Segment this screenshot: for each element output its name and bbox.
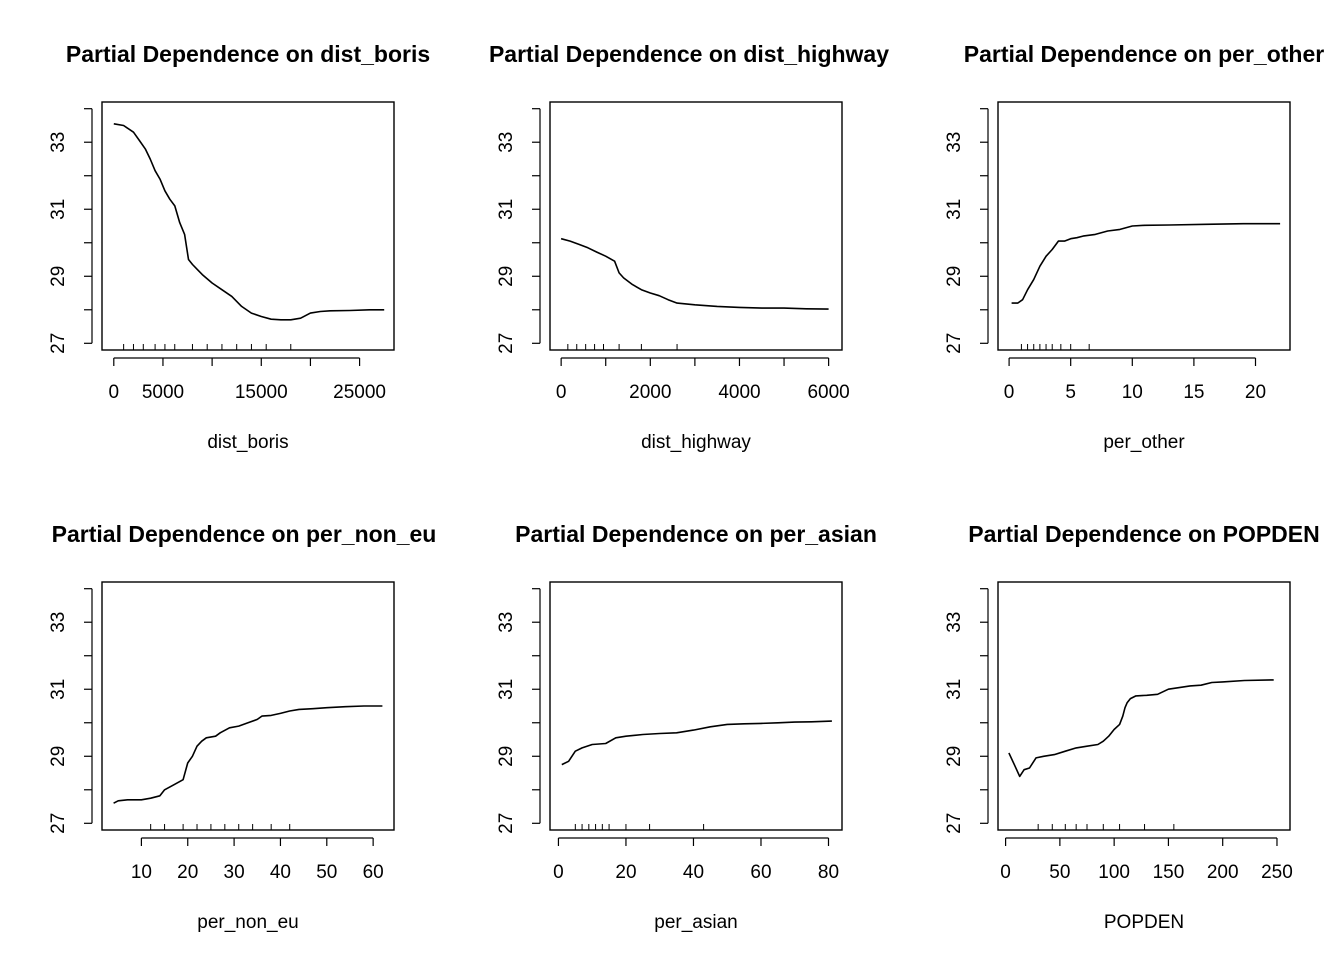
pd-series-line <box>113 123 385 321</box>
y-tick-label: 33 <box>944 132 965 153</box>
pd-panel-2: Partial Dependence on dist_highway 0 2000 4… <box>489 41 889 453</box>
y-tick-label: 31 <box>944 199 965 220</box>
x-tick-label: 40 <box>270 862 291 883</box>
panel-title: Partial Dependence on per_non_eu <box>52 521 437 547</box>
plot-frame <box>997 101 1291 351</box>
pd-series-line <box>1008 679 1274 778</box>
x-tick-label: 0 <box>1000 862 1011 883</box>
plot-frame <box>549 101 843 351</box>
y-tick-label: 33 <box>48 132 69 153</box>
panel-title: Partial Dependence on POPDEN <box>968 521 1319 547</box>
x-tick-label: 25000 <box>333 382 386 403</box>
x-tick-label: 15 <box>1183 382 1204 403</box>
x-axis-label: per_asian <box>654 912 737 933</box>
pd-series-line <box>560 237 829 310</box>
x-tick-label: 60 <box>750 862 771 883</box>
x-tick-label: 2000 <box>629 382 671 403</box>
pd-panel-3: Partial Dependence on per_other 0 5 10 15 20 2… <box>944 41 1324 453</box>
x-tick-label: 0 <box>553 862 564 883</box>
x-tick-label: 80 <box>818 862 839 883</box>
x-tick-label: 50 <box>1049 862 1070 883</box>
x-tick-label: 50 <box>316 862 337 883</box>
pd-series-line <box>561 720 832 766</box>
y-tick-label: 27 <box>48 813 69 834</box>
y-tick-label: 27 <box>496 333 517 354</box>
x-tick-label: 200 <box>1207 862 1239 883</box>
x-axis-label: POPDEN <box>1104 912 1184 933</box>
x-tick-label: 60 <box>363 862 384 883</box>
y-tick-label: 33 <box>48 612 69 633</box>
y-tick-label: 31 <box>48 199 69 220</box>
y-tick-label: 29 <box>496 746 517 767</box>
pd-panel-6: Partial Dependence on POPDEN 0 50 100 150 200… <box>944 521 1320 933</box>
plot-frame <box>549 581 843 831</box>
y-tick-label: 31 <box>48 679 69 700</box>
plot-frame <box>101 101 395 351</box>
plot-frame <box>101 581 395 831</box>
x-tick-label: 0 <box>109 382 120 403</box>
y-tick-label: 33 <box>496 132 517 153</box>
plot-frame <box>997 581 1291 831</box>
pd-panel-1: Partial Dependence on dist_boris 0 5000 150… <box>48 41 430 453</box>
x-tick-label: 150 <box>1153 862 1185 883</box>
x-tick-label: 0 <box>1004 382 1015 403</box>
x-tick-label: 10 <box>131 862 152 883</box>
y-tick-label: 31 <box>944 679 965 700</box>
x-tick-label: 0 <box>556 382 567 403</box>
y-tick-label: 31 <box>496 199 517 220</box>
x-tick-label: 30 <box>224 862 245 883</box>
y-tick-label: 31 <box>496 679 517 700</box>
y-tick-label: 27 <box>496 813 517 834</box>
x-tick-label: 250 <box>1261 862 1293 883</box>
x-tick-label: 100 <box>1098 862 1130 883</box>
pd-panel-5: Partial Dependence on per_asian 0 20 40 60 80… <box>496 521 877 933</box>
x-tick-label: 5000 <box>142 382 184 403</box>
x-tick-label: 5 <box>1065 382 1076 403</box>
x-tick-label: 15000 <box>235 382 288 403</box>
y-tick-label: 29 <box>48 746 69 767</box>
x-axis-label: per_non_eu <box>197 912 298 933</box>
x-tick-label: 40 <box>683 862 704 883</box>
x-tick-label: 20 <box>615 862 636 883</box>
panel-title: Partial Dependence on dist_highway <box>489 41 889 67</box>
x-tick-label: 4000 <box>718 382 760 403</box>
y-tick-label: 27 <box>944 333 965 354</box>
y-tick-label: 27 <box>944 813 965 834</box>
y-tick-label: 29 <box>944 746 965 767</box>
y-tick-label: 29 <box>48 266 69 287</box>
y-tick-label: 33 <box>496 612 517 633</box>
x-axis-label: dist_boris <box>207 432 288 453</box>
x-tick-label: 20 <box>1245 382 1266 403</box>
panel-title: Partial Dependence on per_asian <box>515 521 877 547</box>
pd-panel-4: Partial Dependence on per_non_eu 10 20 30 40… <box>48 521 436 933</box>
x-tick-label: 10 <box>1122 382 1143 403</box>
y-tick-label: 29 <box>944 266 965 287</box>
y-tick-label: 33 <box>944 612 965 633</box>
pd-series-line <box>1011 222 1281 304</box>
panel-title: Partial Dependence on per_other <box>964 41 1324 67</box>
x-tick-label: 20 <box>177 862 198 883</box>
y-tick-label: 27 <box>48 333 69 354</box>
pd-series-line <box>113 705 383 804</box>
x-tick-label: 6000 <box>807 382 849 403</box>
panel-title: Partial Dependence on dist_boris <box>66 41 430 67</box>
x-axis-label: per_other <box>1103 432 1185 453</box>
x-axis-label: dist_highway <box>641 432 751 453</box>
y-tick-label: 29 <box>496 266 517 287</box>
